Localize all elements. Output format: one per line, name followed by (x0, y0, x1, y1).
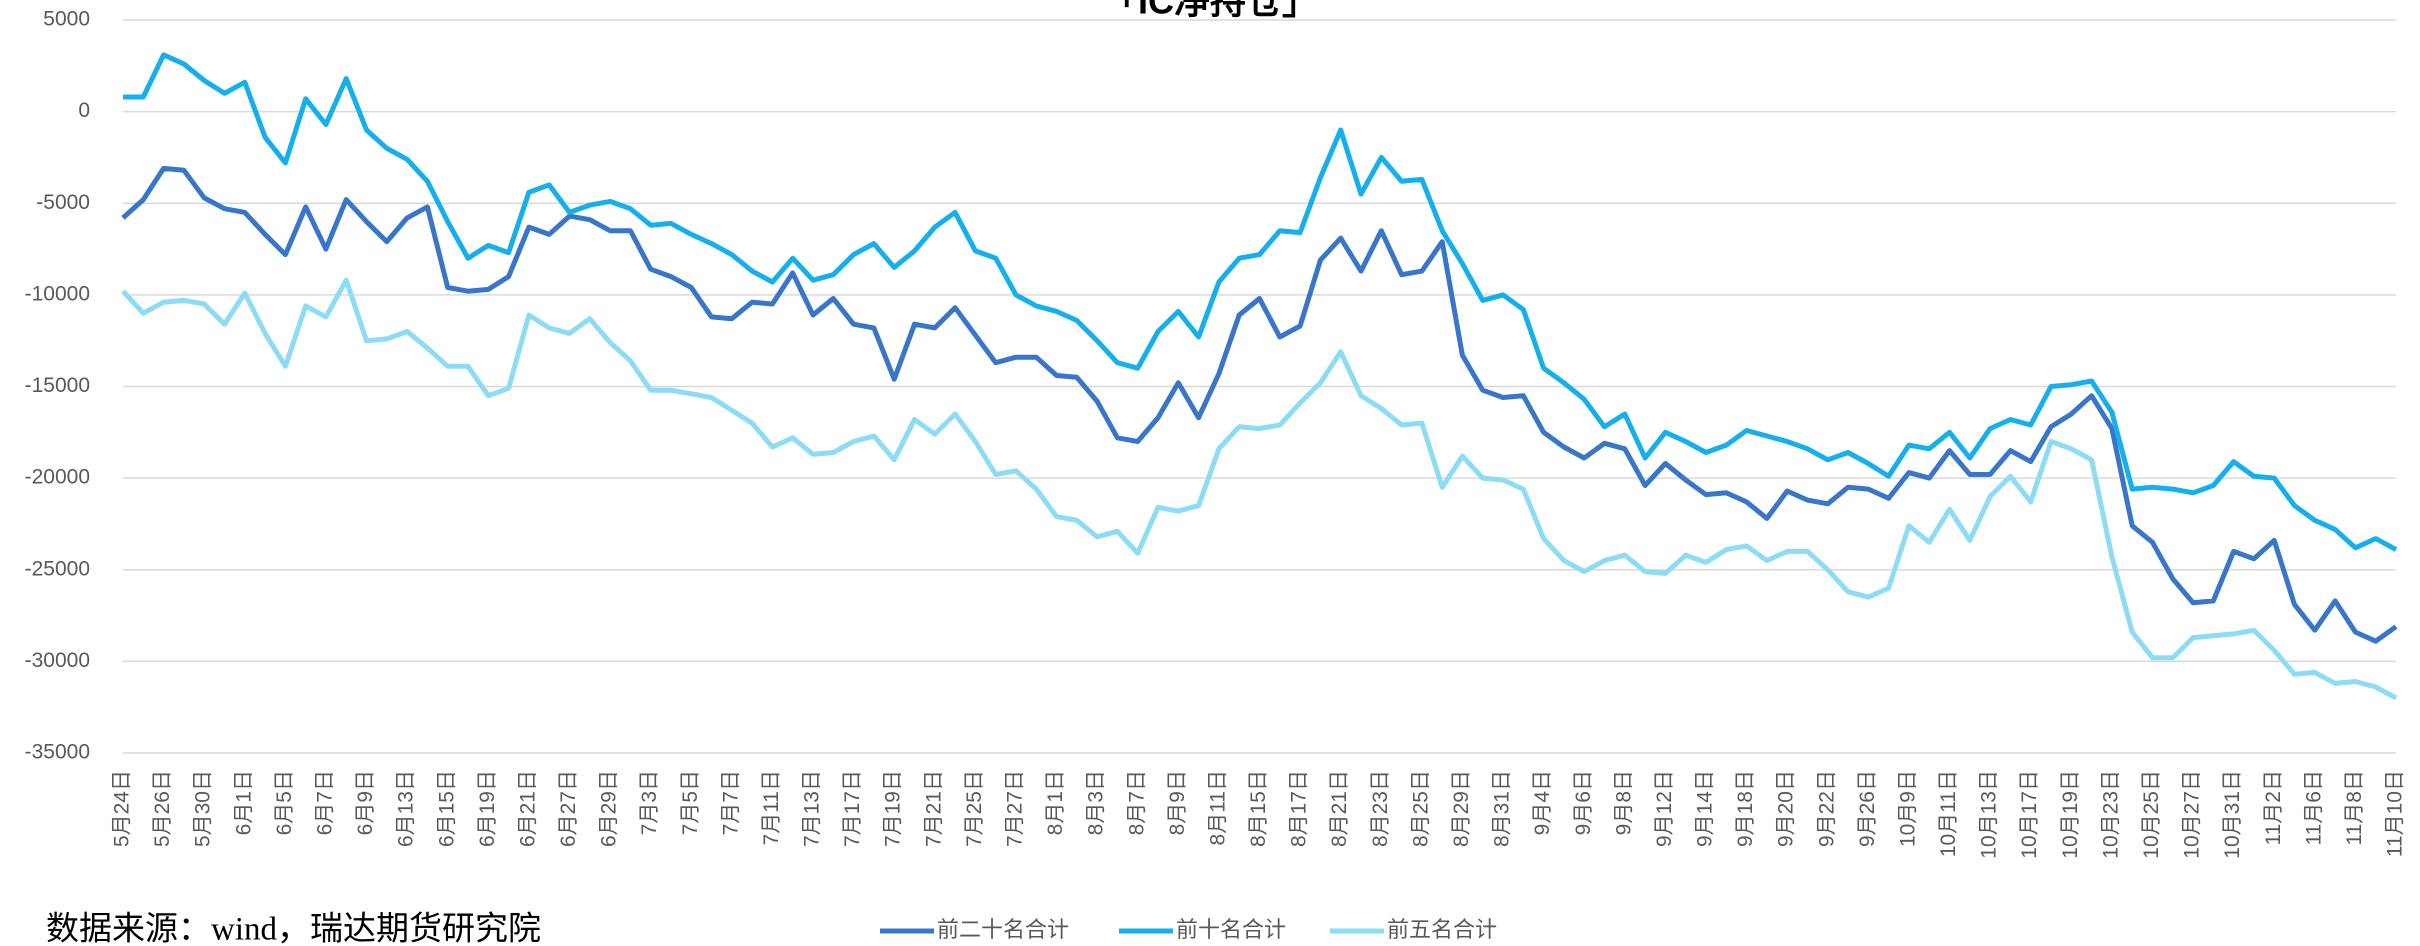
y-tick-label: -20000 (25, 466, 90, 489)
x-tick-label: 6月29日 (598, 770, 621, 847)
x-tick-label: 6月15日 (435, 770, 458, 847)
x-tick-label: 10月25日 (2140, 770, 2163, 859)
x-tick-label: 8月7日 (1125, 770, 1148, 835)
x-tick-label: 7月3日 (638, 770, 661, 835)
series-line (121, 165, 2398, 644)
x-tick-label: 11月6日 (2302, 770, 2325, 845)
x-tick-label: 10月19日 (2059, 770, 2082, 859)
x-tick-label: 8月25日 (1409, 770, 1432, 847)
x-tick-label: 7月19日 (882, 770, 905, 847)
y-tick-label: -15000 (25, 374, 90, 397)
legend-label: 前二十名合计 (937, 917, 1069, 942)
x-tick-label: 8月1日 (1044, 770, 1067, 835)
x-tick-label: 7月17日 (841, 770, 864, 847)
x-tick-label: 7月5日 (679, 770, 702, 835)
source-note: 数据来源：wind，瑞达期货研究院 (46, 911, 541, 946)
x-tick-label: 6月7日 (313, 770, 336, 835)
x-tick-label: 8月31日 (1491, 770, 1514, 847)
x-tick-label: 11月2日 (2262, 770, 2285, 845)
x-tick-label: 7月13日 (801, 770, 824, 847)
series-line (123, 52, 2398, 552)
x-tick-label: 9月4日 (1531, 770, 1554, 835)
x-tick-label: 8月3日 (1085, 770, 1108, 835)
x-tick-label: 9月22日 (1815, 770, 1838, 847)
x-tick-label: 10月17日 (2018, 770, 2041, 859)
x-tick-label: 8月21日 (1328, 770, 1351, 847)
x-tick-label: 9月14日 (1694, 770, 1717, 847)
x-tick-label: 9月8日 (1612, 770, 1635, 835)
x-tick-label: 9月6日 (1572, 770, 1595, 835)
y-tick-label: -35000 (25, 741, 90, 764)
x-tick-label: 8月15日 (1247, 770, 1270, 847)
legend-label: 前五名合计 (1387, 917, 1497, 942)
legend-label: 前十名合计 (1176, 917, 1286, 942)
x-tick-label: 6月1日 (232, 770, 255, 835)
x-tick-label: 5月30日 (192, 770, 215, 847)
x-tick-label: 7月21日 (922, 770, 945, 847)
series-line (121, 277, 2398, 701)
x-tick-label: 9月18日 (1734, 770, 1757, 847)
x-tick-label: 10月11日 (1937, 770, 1960, 857)
x-tick-label: 8月23日 (1369, 770, 1392, 847)
x-tick-label: 6月13日 (395, 770, 418, 847)
y-tick-label: 0 (78, 99, 90, 122)
x-tick-label: 9月20日 (1775, 770, 1798, 847)
x-tick-label: 7月25日 (963, 770, 986, 847)
x-tick-label: 7月27日 (1004, 770, 1027, 847)
x-tick-label: 10月31日 (2221, 770, 2244, 859)
x-tick-label: 10月9日 (1896, 770, 1919, 847)
x-tick-label: 6月27日 (557, 770, 580, 847)
x-tick-label: 10月13日 (1978, 770, 2001, 859)
y-tick-label: -5000 (36, 191, 90, 214)
x-tick-label: 5月26日 (151, 770, 174, 847)
x-tick-label: 8月9日 (1166, 770, 1189, 835)
x-tick-label: 8月29日 (1450, 770, 1473, 847)
x-tick-label: 10月27日 (2181, 770, 2204, 859)
x-tick-label: 8月17日 (1288, 770, 1311, 847)
y-tick-label: -25000 (25, 557, 90, 580)
x-tick-label: 6月9日 (354, 770, 377, 835)
x-tick-label: 8月11日 (1206, 770, 1229, 845)
x-tick-label: 9月12日 (1653, 770, 1676, 847)
x-tick-label: 11月8日 (2343, 770, 2366, 845)
x-tick-label: 5月24日 (111, 770, 134, 847)
x-tick-label: 6月21日 (516, 770, 539, 847)
x-tick-label: 11月10日 (2384, 770, 2407, 857)
y-tick-label: -10000 (25, 282, 90, 305)
x-tick-label: 10月23日 (2099, 770, 2122, 859)
y-tick-label: 5000 (43, 8, 90, 31)
x-tick-label: 6月19日 (476, 770, 499, 847)
chart-title: 「IC净持仓」 (1102, 0, 1318, 22)
x-tick-label: 6月5日 (273, 770, 296, 835)
x-tick-label: 7月11日 (760, 770, 783, 845)
y-tick-label: -30000 (25, 649, 90, 672)
x-tick-label: 9月26日 (1856, 770, 1879, 847)
x-tick-label: 7月7日 (719, 770, 742, 835)
